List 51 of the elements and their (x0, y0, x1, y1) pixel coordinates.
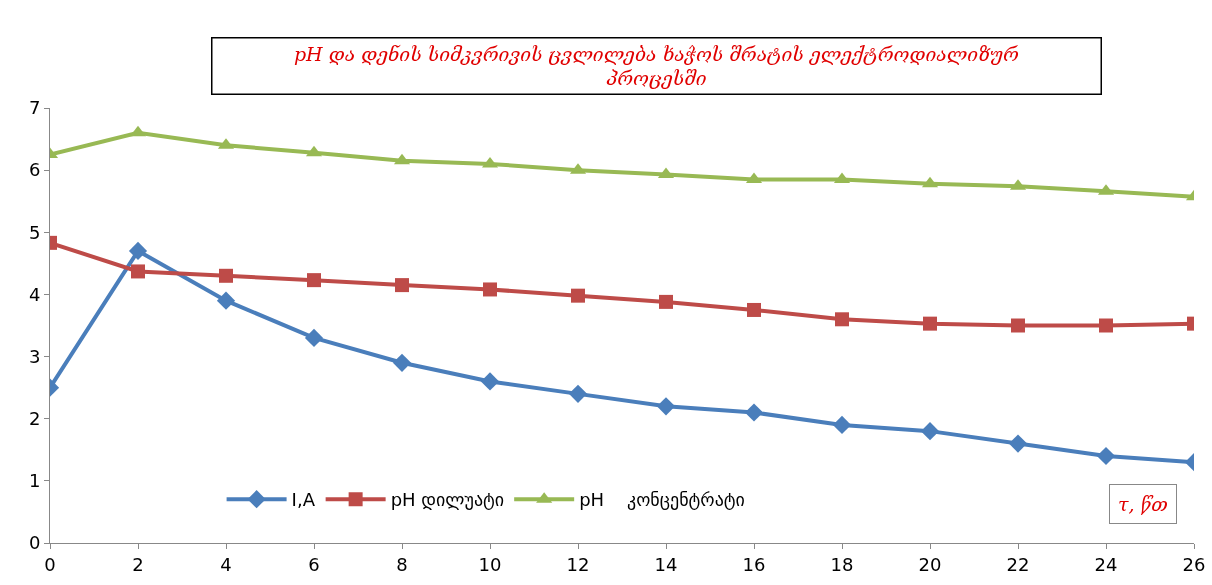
x-tick-label: 16 (742, 553, 766, 575)
point (1096, 446, 1116, 466)
y-tick-label: 6 (28, 159, 41, 181)
point (480, 372, 500, 391)
point (395, 278, 409, 293)
point (131, 264, 145, 279)
x-axis-title: τ, წთ (1118, 493, 1168, 515)
point (747, 302, 761, 317)
x-tick-label: 2 (132, 553, 144, 575)
legend-label: pH დილუატი (390, 489, 505, 511)
x-tick-label: 24 (1094, 553, 1118, 575)
point (1008, 434, 1028, 453)
x-tick-label: 0 (44, 553, 56, 575)
y-tick-label: 7 (28, 97, 41, 119)
point (568, 384, 588, 403)
point (307, 273, 321, 288)
y-tick-label: 0 (28, 532, 41, 554)
point (219, 268, 233, 283)
point (920, 422, 940, 441)
chart-title: pH და დენის სიმკვრივის ცვლილება ხაჭოს შრატის ელექტროდიალიზურ პროცესში (293, 42, 1020, 90)
point (835, 312, 849, 327)
point (923, 316, 937, 331)
point (659, 294, 673, 309)
y-tick-label: 3 (28, 345, 41, 367)
point (744, 403, 764, 422)
x-tick-label: 14 (654, 553, 678, 575)
point (304, 328, 324, 348)
point (1099, 318, 1113, 333)
point (832, 415, 852, 435)
legend-label: I,A (291, 489, 316, 511)
point (483, 282, 497, 297)
x-tick-label: 6 (308, 553, 320, 575)
y-tick-label: 2 (28, 408, 41, 430)
y-tick-label: 1 (28, 470, 41, 492)
point (128, 241, 148, 261)
legend-label: pH კონცენტრატი (579, 489, 745, 511)
point (656, 397, 676, 416)
y-tick-label: 4 (28, 283, 41, 305)
x-tick-label: 4 (220, 553, 232, 575)
x-tick-label: 18 (830, 553, 854, 575)
point (216, 291, 236, 310)
x-tick-label: 26 (1182, 553, 1206, 575)
x-tick-label: 22 (1006, 553, 1030, 575)
point (571, 288, 585, 303)
point (1011, 318, 1025, 333)
y-tick-label: 5 (28, 221, 41, 243)
x-tick-label: 20 (918, 553, 942, 575)
x-tick-label: 10 (478, 553, 502, 575)
x-tick-label: 12 (566, 553, 590, 575)
x-tick-label: 8 (396, 553, 408, 575)
point (392, 353, 412, 372)
